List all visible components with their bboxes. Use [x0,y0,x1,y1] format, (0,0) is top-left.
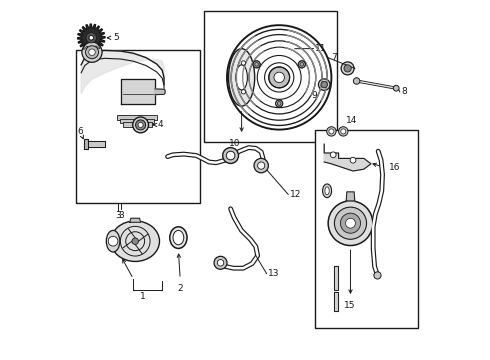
Circle shape [341,213,361,233]
Text: 13: 13 [269,269,280,278]
Circle shape [133,117,148,133]
Text: 6: 6 [77,127,83,136]
Circle shape [274,72,284,83]
Circle shape [318,79,330,90]
Circle shape [241,61,245,65]
Circle shape [341,62,354,75]
Circle shape [86,33,97,43]
Circle shape [353,78,360,84]
Text: 3: 3 [116,211,121,220]
Ellipse shape [106,230,120,252]
Text: 9: 9 [312,91,318,100]
Circle shape [253,61,260,68]
Circle shape [82,42,102,62]
Circle shape [89,36,94,40]
Text: 12: 12 [290,190,301,199]
Circle shape [339,127,348,136]
Text: 10: 10 [229,139,240,148]
Bar [120,119,154,123]
Circle shape [334,207,367,239]
Circle shape [258,162,265,169]
Circle shape [86,46,98,59]
Ellipse shape [111,221,160,261]
Circle shape [138,122,143,127]
Polygon shape [334,292,338,311]
Circle shape [374,272,381,279]
Circle shape [341,129,346,134]
Bar [76,50,200,203]
Text: 15: 15 [343,301,355,310]
Bar [117,115,157,120]
Circle shape [226,151,235,160]
Polygon shape [324,144,371,171]
Circle shape [241,90,245,94]
Bar [123,122,152,127]
Circle shape [328,201,373,246]
Circle shape [275,100,283,107]
Polygon shape [121,79,155,104]
Circle shape [214,256,227,269]
Circle shape [222,148,239,163]
Ellipse shape [236,65,247,90]
Text: 11: 11 [315,44,327,53]
Polygon shape [334,266,338,290]
Text: 2: 2 [177,284,183,293]
Polygon shape [130,218,141,222]
Circle shape [269,67,290,88]
Circle shape [136,120,146,130]
Text: 5: 5 [113,33,119,42]
Text: 16: 16 [389,163,400,172]
Circle shape [108,237,118,246]
Circle shape [132,238,139,244]
Circle shape [345,218,355,228]
Circle shape [89,49,95,55]
Ellipse shape [325,187,329,195]
Circle shape [217,260,224,266]
Ellipse shape [228,49,255,106]
Text: 14: 14 [345,116,357,125]
Circle shape [254,158,269,173]
Circle shape [330,152,336,158]
Text: 3: 3 [118,211,123,220]
Circle shape [321,81,327,88]
Circle shape [350,157,356,163]
Polygon shape [346,192,355,201]
Polygon shape [155,89,165,95]
Bar [204,11,337,142]
Text: 1: 1 [140,292,145,301]
Ellipse shape [173,230,184,245]
Bar [315,130,418,328]
Ellipse shape [170,227,187,248]
Circle shape [393,85,399,91]
Polygon shape [88,141,104,147]
Text: 8: 8 [402,87,407,96]
Circle shape [327,127,336,136]
Ellipse shape [322,184,332,198]
Text: 7: 7 [331,53,337,62]
Text: 4: 4 [158,120,164,130]
Polygon shape [77,24,105,51]
Polygon shape [81,50,164,94]
Polygon shape [84,139,88,149]
Circle shape [298,61,305,68]
Circle shape [344,65,351,72]
Circle shape [329,129,334,134]
